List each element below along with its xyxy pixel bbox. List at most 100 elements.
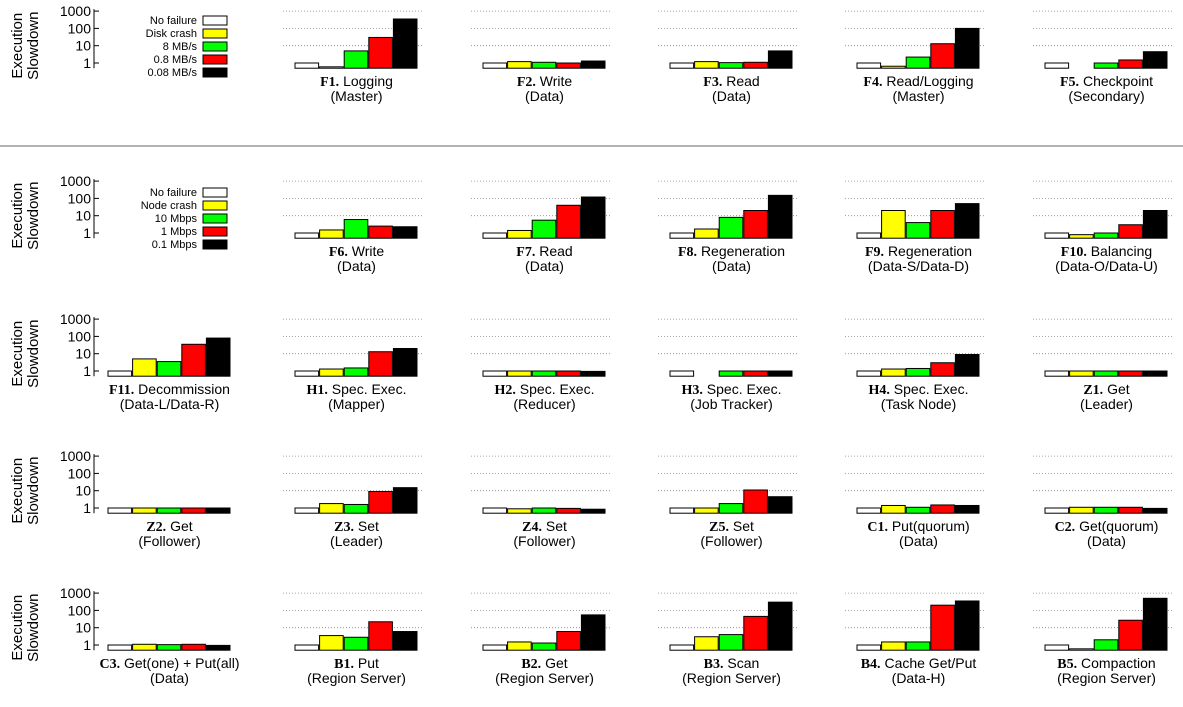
legend-swatch: [202, 54, 228, 65]
bar: [132, 507, 157, 514]
bar: [1044, 370, 1070, 377]
bar: [205, 337, 231, 377]
bar: [392, 347, 418, 377]
bar: [718, 503, 744, 514]
y-tick-label: 10: [75, 38, 91, 54]
legend-swatch: [202, 28, 228, 39]
panel-name: Regeneration: [888, 243, 972, 259]
bar: [205, 507, 231, 514]
y-tick-label: 10: [75, 208, 91, 224]
bar: [531, 370, 557, 377]
bar: [1069, 234, 1094, 239]
y-tick-label: 1: [83, 637, 91, 653]
panel-subtitle: (Follower): [138, 533, 200, 549]
bar: [669, 232, 695, 239]
panel-id: F5.: [1060, 75, 1079, 90]
legend-swatch: [202, 226, 228, 237]
panel-subtitle: (Region Server): [495, 670, 594, 686]
panel-title: F6. Write: [329, 243, 385, 260]
bar: [1118, 506, 1143, 514]
bar: [954, 600, 980, 651]
bar: [743, 489, 768, 514]
bar: [881, 641, 906, 651]
y-tick-label: 1000: [60, 173, 91, 189]
panel-subtitle: (Region Server): [682, 670, 781, 686]
bar: [368, 490, 393, 514]
bar: [1093, 639, 1119, 651]
bar: [1069, 506, 1094, 514]
panel-title: Z5. Set: [709, 518, 754, 535]
panel-id: B3.: [704, 657, 724, 672]
panel-title: Z4. Set: [522, 518, 567, 535]
bar: [580, 196, 606, 239]
bar: [694, 61, 719, 69]
bar: [718, 634, 744, 651]
y-tick-label: 1: [83, 55, 91, 71]
bar: [1044, 232, 1070, 239]
panel-name: Balancing: [1091, 243, 1153, 259]
bar: [954, 504, 980, 514]
bar: [319, 368, 344, 377]
bar: [368, 36, 393, 69]
panel-name: Set: [733, 518, 754, 534]
panel-title: F8. Regeneration: [678, 243, 785, 260]
panel-id: F3.: [703, 75, 722, 90]
panel-title: B2. Get: [521, 655, 567, 672]
panel-name: Get: [545, 655, 568, 671]
bar: [507, 508, 532, 514]
legend-label: No failure: [150, 187, 197, 199]
panel-subtitle: (Mapper): [328, 396, 385, 412]
bar: [1044, 62, 1070, 69]
panel-title: C3. Get(one) + Put(all): [99, 655, 239, 672]
bar: [1118, 370, 1143, 377]
bar: [767, 194, 793, 239]
y-axis-label: Execution Slowdown: [9, 182, 42, 250]
panel-subtitle: (Reducer): [513, 396, 575, 412]
bar: [669, 370, 695, 377]
panel-title: B4. Cache Get/Put: [861, 655, 977, 672]
panel-id: B2.: [521, 657, 541, 672]
bar: [881, 209, 906, 239]
legend-swatch: [202, 239, 228, 250]
panel-title: Z3. Set: [334, 518, 379, 535]
legend-label: Node crash: [141, 200, 197, 212]
y-axis-label: Execution Slowdown: [9, 594, 42, 662]
panel-name: Read: [726, 73, 759, 89]
bar: [930, 504, 955, 514]
bar: [743, 615, 768, 651]
legend-label: 0.8 MB/s: [154, 54, 198, 66]
bar: [556, 204, 581, 239]
bar: [1044, 507, 1070, 514]
bar: [507, 370, 532, 377]
y-axis-label-line1: Execution: [9, 183, 26, 249]
panel-title: Z1. Get: [1083, 381, 1129, 398]
panel-name: Write: [352, 243, 385, 259]
panel-subtitle: (Data): [525, 258, 564, 274]
bar: [531, 642, 557, 651]
panel-name: Put: [358, 655, 379, 671]
panel-title: F4. Read/Logging: [863, 73, 973, 90]
bar: [930, 43, 955, 69]
panel-id: F2.: [517, 75, 536, 90]
y-axis-label-line2: Slowdown: [25, 457, 42, 525]
panel-subtitle: (Leader): [330, 533, 383, 549]
panel-id: C2.: [1055, 520, 1076, 535]
bar: [156, 644, 182, 651]
panel-title: H2. Spec. Exec.: [495, 381, 595, 398]
bar: [905, 641, 931, 651]
bar: [294, 507, 320, 514]
bar: [343, 367, 369, 377]
panel-title: F2. Write: [517, 73, 573, 90]
panel-subtitle: (Data): [1087, 533, 1126, 549]
panel-id: H4.: [869, 383, 890, 398]
panel-title: F10. Balancing: [1061, 243, 1152, 260]
bar: [343, 219, 369, 239]
panel-id: B5.: [1057, 657, 1077, 672]
panel-name: Spec. Exec.: [707, 381, 782, 397]
bar: [392, 18, 418, 69]
bar: [856, 370, 882, 377]
panel-subtitle: (Secondary): [1068, 88, 1144, 104]
bar: [368, 621, 393, 651]
panel-subtitle: (Data): [525, 88, 564, 104]
bar: [556, 507, 581, 514]
